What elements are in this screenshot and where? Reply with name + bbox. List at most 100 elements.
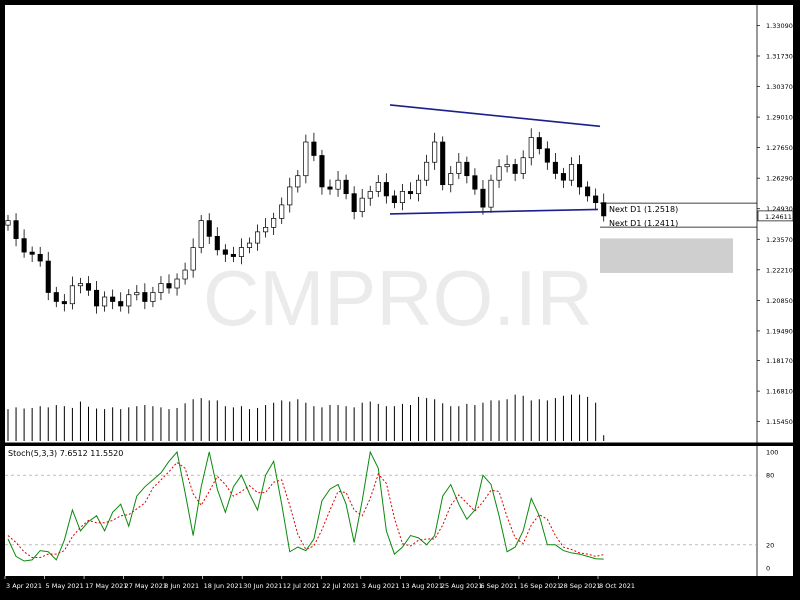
candle-body: [118, 301, 124, 307]
stoch-tick-label: 0: [766, 565, 770, 573]
candle-body: [85, 283, 92, 291]
date-label: 30 Jun 2021: [243, 582, 282, 590]
candle-body: [77, 283, 84, 287]
candle-body: [182, 269, 188, 280]
target-zone: [600, 238, 733, 273]
candle-body: [319, 155, 325, 188]
candle-body: [536, 137, 542, 150]
price-tick-label: 1.20850: [766, 297, 793, 305]
price-tick-label: 1.16810: [766, 388, 793, 396]
candle-body: [206, 220, 212, 237]
price-tick-label: 1.15450: [766, 418, 793, 426]
date-label: 6 Sep 2021: [480, 582, 517, 590]
candle-body: [126, 294, 132, 307]
candle-body: [214, 236, 220, 251]
date-label: 25 Aug 2021: [441, 582, 483, 590]
candle-body: [190, 247, 196, 271]
price-tick-label: 1.19490: [766, 327, 793, 335]
candle-body: [367, 191, 373, 199]
candle-body: [29, 251, 35, 255]
date-label: 27 May 2021: [125, 582, 167, 590]
candle-body: [448, 173, 454, 186]
candle-body: [351, 193, 357, 212]
candle-body: [472, 175, 478, 190]
price-panel: [5, 5, 793, 443]
date-label: 17 May 2021: [85, 582, 127, 590]
price-tick-label: 1.24930: [766, 205, 793, 213]
stoch-main-line: [7, 450, 604, 562]
candle-body: [102, 296, 108, 307]
price-tick-label: 1.29010: [766, 114, 793, 122]
candle-body: [512, 164, 518, 174]
date-label: 12 Jul 2021: [283, 582, 320, 590]
candle-body: [287, 186, 293, 206]
candle-body: [552, 161, 558, 174]
date-label: 22 Jul 2021: [322, 582, 359, 590]
candle-body: [383, 182, 389, 197]
candle-body: [174, 278, 180, 289]
date-label: 8 Jun 2021: [164, 582, 199, 590]
candle-body: [69, 285, 75, 305]
candle-body: [198, 220, 204, 248]
candle-body: [311, 141, 317, 156]
candle-body: [424, 161, 430, 181]
candle-body: [45, 260, 51, 293]
candle-body: [134, 292, 140, 296]
candle-body: [601, 202, 607, 217]
candle-body: [568, 164, 575, 181]
price-tick-label: 1.22210: [766, 266, 793, 274]
candle-body: [246, 242, 253, 248]
candle-body: [440, 141, 446, 186]
candle-body: [61, 301, 67, 305]
candle-body: [593, 195, 599, 204]
candle-body: [271, 218, 277, 228]
date-label: 16 Sep 2021: [520, 582, 561, 590]
watermark: CMPRO.IR: [203, 254, 593, 342]
candle-body: [528, 137, 534, 159]
candle-body: [432, 141, 438, 163]
stoch-tick-label: 100: [766, 449, 778, 457]
candle-body: [464, 161, 470, 177]
price-tick-label: 1.18170: [766, 357, 793, 365]
stoch-title: Stoch(5,3,3) 7.6512 11.5520: [8, 449, 123, 458]
candle-body: [359, 197, 365, 212]
candle-body: [456, 161, 462, 174]
candle-body: [407, 191, 414, 195]
candle-body: [21, 238, 27, 253]
price-tick-label: 1.30370: [766, 83, 793, 91]
candle-body: [158, 283, 164, 293]
candle-body: [142, 292, 148, 302]
level-label: Next D1 (1.2411): [609, 219, 678, 228]
current-price-box: [757, 210, 794, 222]
candle-body: [13, 220, 19, 239]
candle-body: [488, 179, 494, 208]
support-trendline: [389, 208, 599, 215]
candle-body: [150, 292, 156, 302]
date-label: 18 Jun 2021: [204, 582, 243, 590]
candle-body: [544, 148, 550, 163]
price-tick-label: 1.31730: [766, 52, 793, 60]
candle-body: [585, 186, 591, 197]
candle-body: [416, 179, 422, 195]
candle-body: [520, 157, 526, 174]
candle-body: [343, 179, 349, 195]
candle-body: [391, 195, 397, 204]
candle-body: [303, 141, 309, 177]
date-label: 5 May 2021: [46, 582, 84, 590]
level-label: Next D1 (1.2518): [609, 205, 678, 214]
candle-body: [222, 249, 228, 255]
candle-body: [504, 164, 510, 168]
stoch-signal-line: [7, 461, 604, 559]
candle-body: [399, 191, 406, 204]
price-tick-label: 1.33090: [766, 22, 793, 30]
stoch-tick-label: 20: [766, 541, 774, 549]
date-label: 28 Sep 2021: [559, 582, 600, 590]
candle-body: [166, 283, 172, 289]
candle-body: [53, 292, 59, 302]
candle-body: [335, 179, 341, 190]
date-label: 3 Aug 2021: [362, 582, 400, 590]
candle-body: [263, 227, 269, 233]
candle-body: [37, 253, 43, 262]
